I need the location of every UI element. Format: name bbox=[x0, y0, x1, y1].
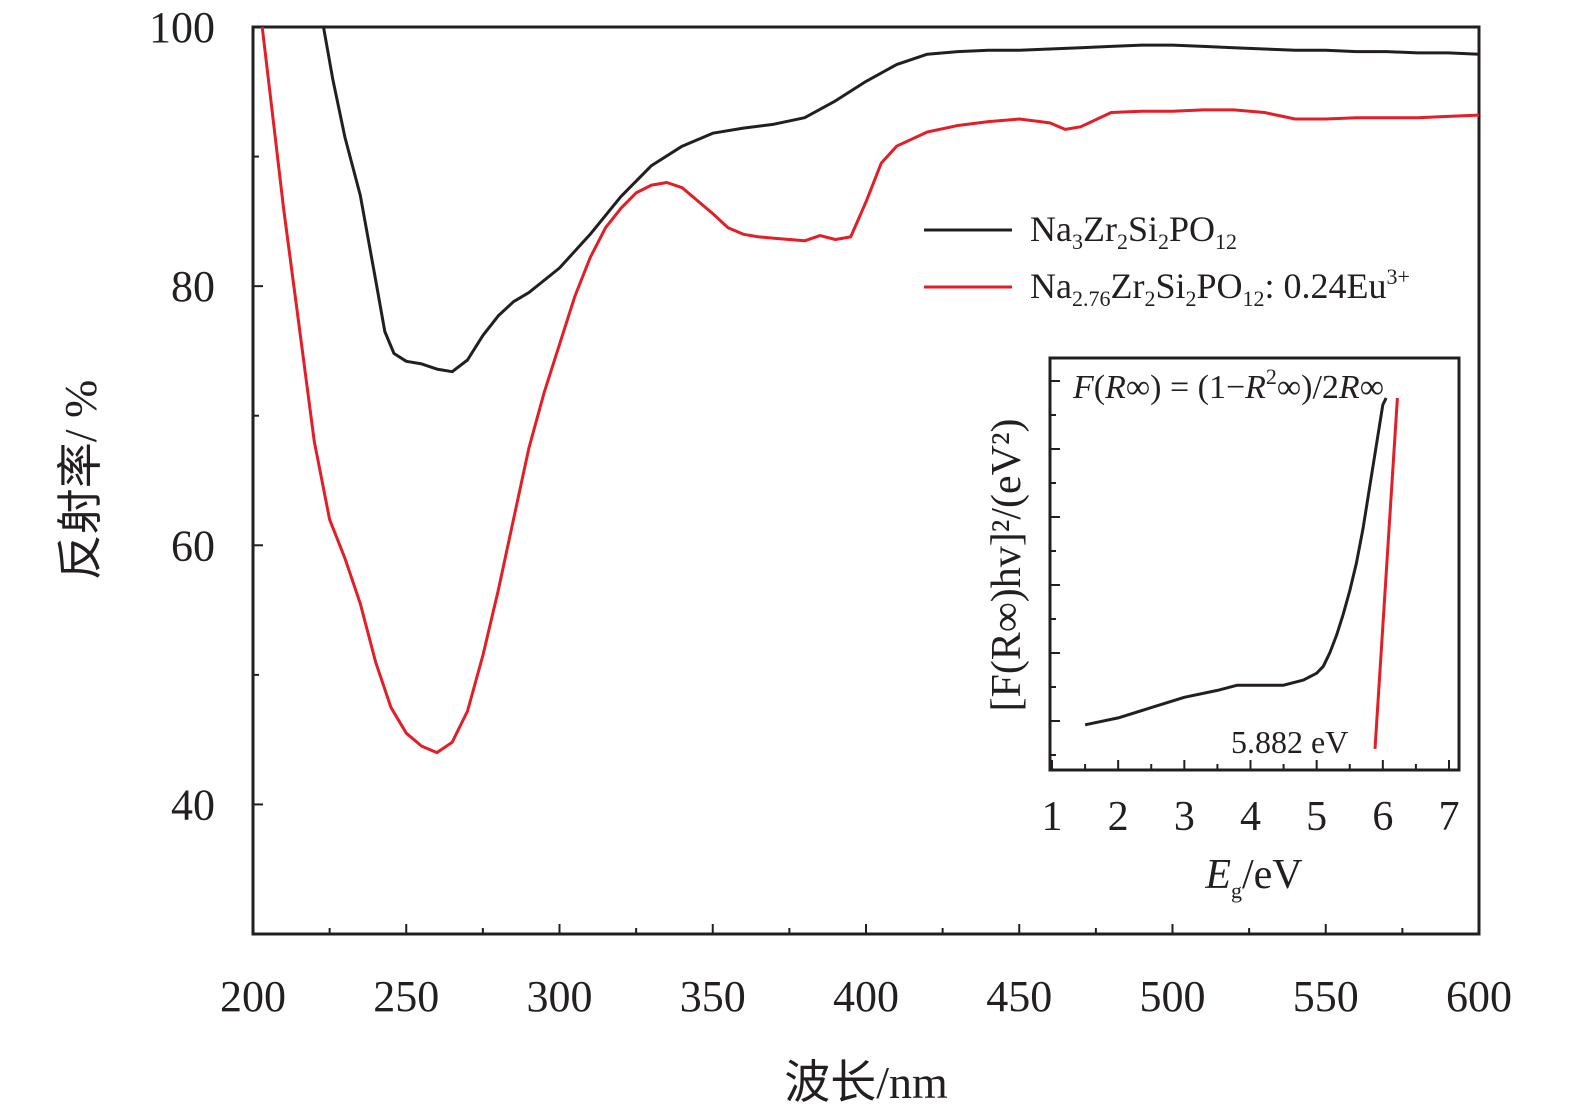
inset-x-tick-label: 5 bbox=[1306, 794, 1327, 840]
x-tick-label: 600 bbox=[1446, 972, 1512, 1021]
x-tick-label: 350 bbox=[680, 972, 746, 1021]
x-axis-title: 波长/nm bbox=[784, 1057, 948, 1108]
inset-x-tick-label: 2 bbox=[1108, 794, 1129, 840]
x-tick-label: 500 bbox=[1140, 972, 1206, 1021]
legend: Na3Zr2Si2PO12 Na2.76Zr2Si2PO12: 0.24Eu3+ bbox=[924, 209, 1410, 311]
y-tick-label: 80 bbox=[171, 262, 215, 311]
y-tick-label: 40 bbox=[171, 780, 215, 829]
inset-y-axis-title: [F(R∞)hv]²/(eV²) bbox=[984, 418, 1030, 711]
legend-label-series-2: Na2.76Zr2Si2PO12: 0.24Eu3+ bbox=[1030, 264, 1410, 311]
x-tick-label: 300 bbox=[527, 972, 593, 1021]
inset-x-tick-label: 6 bbox=[1372, 794, 1393, 840]
main-series-lines bbox=[260, 26, 1480, 755]
series-line-1 bbox=[322, 26, 1480, 374]
inset-x-axis-title: Eg/eV bbox=[1204, 852, 1302, 903]
inset-axis-ticks bbox=[1050, 380, 1450, 770]
y-tick-label: 100 bbox=[149, 3, 215, 52]
inset-tangent-line bbox=[1373, 397, 1399, 749]
y-tick-label: 60 bbox=[171, 521, 215, 570]
inset-x-tick-label: 7 bbox=[1439, 794, 1460, 840]
inset-curve-line bbox=[1084, 397, 1388, 727]
inset-x-tick-label: 1 bbox=[1042, 794, 1063, 840]
band-gap-annotation: 5.882 eV bbox=[1231, 724, 1348, 760]
inset-series-lines bbox=[1084, 397, 1399, 749]
y-axis-title: 反射率/ % bbox=[55, 380, 106, 581]
inset-x-tick-label: 4 bbox=[1240, 794, 1261, 840]
x-tick-label: 200 bbox=[220, 972, 286, 1021]
y-tick-labels: 40 60 80 100 bbox=[149, 3, 215, 829]
x-tick-label: 250 bbox=[373, 972, 439, 1021]
main-axis-ticks bbox=[252, 26, 1480, 935]
legend-label-series-1: Na3Zr2Si2PO12 bbox=[1030, 209, 1237, 254]
x-tick-label: 400 bbox=[833, 972, 899, 1021]
inset-formula: F(R∞) = (1−R2∞)/2R∞ bbox=[1072, 364, 1384, 406]
x-tick-labels: 200 250 300 350 400 450 500 550 600 bbox=[220, 972, 1512, 1021]
series-line-2 bbox=[260, 26, 1480, 755]
x-tick-label: 450 bbox=[986, 972, 1052, 1021]
inset-x-tick-label: 3 bbox=[1174, 794, 1195, 840]
x-tick-label: 550 bbox=[1293, 972, 1359, 1021]
inset-plot-frame bbox=[1048, 356, 1461, 772]
